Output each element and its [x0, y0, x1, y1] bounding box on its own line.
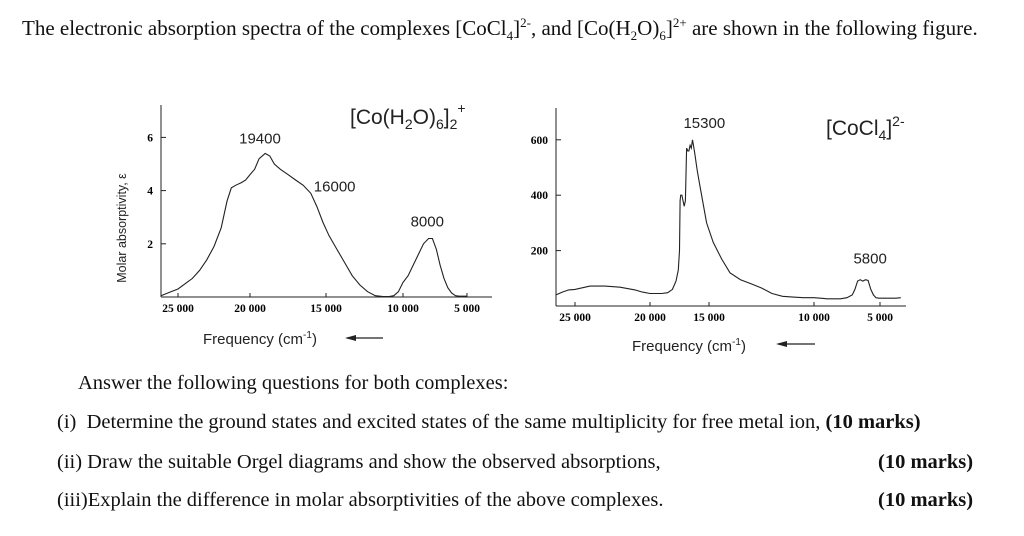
x-tick-label: 20 000 [234, 303, 266, 315]
peak-label: 5800 [853, 251, 886, 268]
xlabel-part: Frequency (cm [203, 331, 303, 348]
title-part: ] [444, 106, 450, 129]
question-3: (iii)Explain the difference in molar abs… [57, 489, 663, 512]
left-arrow-icon [776, 341, 815, 347]
title-sub: 2 [405, 116, 413, 132]
x-tick-label: 5 000 [454, 303, 480, 315]
subscript: 2 [630, 28, 638, 44]
intro-text: are shown in the following figure. [686, 16, 978, 40]
x-tick-label: 5 000 [867, 312, 893, 324]
xlabel-part: ) [312, 331, 317, 348]
x-tick-label: 10 000 [798, 312, 830, 324]
peak-label: 8000 [411, 213, 444, 230]
chart-title: [CoCl4]2- [826, 113, 905, 143]
title-part: [Co(H [350, 106, 405, 129]
xlabel-sup: -1 [303, 330, 312, 341]
x-tick-label: 20 000 [634, 312, 666, 324]
questions-heading: Answer the following questions for both … [78, 372, 509, 394]
question-label: (ii) [57, 451, 83, 473]
x-ticks: 25 000 20 000 15 000 10 000 5 000 [162, 293, 480, 315]
spectrum-curve [555, 139, 901, 300]
title-sup: + [457, 100, 465, 116]
y-tick-label: 200 [531, 246, 549, 258]
xlabel-sup: -1 [732, 337, 741, 348]
peak-annotations: 19400 16000 8000 [239, 130, 444, 230]
question-text: Determine the ground states and excited … [86, 411, 821, 433]
subscript: 4 [506, 28, 514, 44]
intro-paragraph: The electronic absorption spectra of the… [22, 8, 1012, 48]
y-ticks: 200 400 600 [531, 135, 561, 258]
x-ticks: 25 000 20 000 15 000 10 000 5 000 [559, 302, 893, 324]
x-tick-label: 25 000 [559, 312, 591, 324]
x-axis-label: Frequency (cm-1) [203, 330, 317, 348]
title-part: O) [413, 106, 436, 129]
y-axis-label: Molar absorptivity, ε [115, 173, 129, 283]
xlabel-part: Frequency (cm [632, 338, 732, 355]
peak-annotations: 15300 5800 [683, 115, 886, 268]
x-tick-label: 10 000 [387, 303, 419, 315]
superscript: 2- [520, 15, 531, 30]
title-part: ] [886, 117, 892, 140]
title-sub: 4 [879, 127, 887, 143]
title-sub: 6 [436, 116, 444, 132]
title-sup: 2- [892, 113, 905, 129]
left-arrow-icon [345, 335, 383, 341]
question-text: Draw the suitable Orgel diagrams and sho… [87, 451, 661, 473]
intro-text: ] [513, 16, 521, 40]
x-tick-label: 25 000 [162, 303, 194, 315]
y-tick-label: 400 [531, 190, 549, 202]
question-text: Explain the difference in molar absorpti… [87, 489, 664, 511]
intro-text: O) [637, 16, 660, 40]
superscript: 2+ [672, 15, 687, 30]
question-label: (iii) [57, 489, 88, 511]
question-label: (i) [57, 411, 77, 433]
question-1: (i) Determine the ground states and exci… [57, 411, 921, 434]
y-ticks: 2 4 6 [147, 132, 166, 251]
chart-title: [Co(H2O)6]2+ [350, 100, 466, 132]
spectra-figure: 246 25 000 20 000 15 000 10 000 5 000 194001… [115, 100, 906, 355]
x-tick-label: 15 000 [310, 303, 342, 315]
spectrum-curve [160, 152, 467, 298]
peak-label: 19400 [239, 130, 281, 147]
x-tick-label: 15 000 [693, 312, 725, 324]
peak-label: 15300 [683, 115, 725, 132]
intro-text: , and [Co(H [530, 16, 631, 40]
question-3-marks: (10 marks) [878, 489, 974, 511]
question-2-marks: (10 marks) [878, 451, 974, 473]
title-part: [CoCl [826, 117, 879, 140]
intro-text: ] [665, 16, 673, 40]
y-tick-label: 2 [147, 239, 153, 251]
y-tick-label: 6 [147, 132, 153, 144]
xlabel-part: ) [741, 338, 746, 355]
question-marks: (10 marks) [825, 411, 921, 433]
x-axis-label: Frequency (cm-1) [632, 337, 746, 355]
y-tick-label: 600 [531, 135, 549, 147]
y-tick-label: 4 [147, 186, 153, 198]
intro-text: The electronic absorption spectra of the… [22, 16, 507, 40]
question-2: (ii) Draw the suitable Orgel diagrams an… [57, 451, 661, 474]
title-sub: 2 [450, 116, 458, 132]
subscript: 6 [659, 28, 666, 44]
peak-label: 16000 [314, 178, 356, 195]
chart-co-h2o6: 246 25 000 20 000 15 000 10 000 5 000 194001… [115, 100, 492, 348]
